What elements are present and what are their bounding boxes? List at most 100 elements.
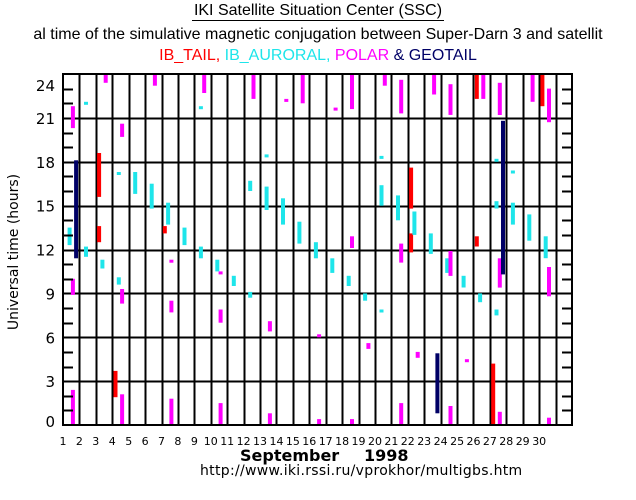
x-tick-label: 24 [434,435,448,448]
y-tick-label: 15 [36,198,55,216]
y-tick-label: 3 [45,373,55,391]
bar-ib-auroral [346,275,351,286]
x-tick-label: 26 [467,435,481,448]
bar-polar [218,309,223,323]
bar-ib-auroral [149,183,154,209]
chart-legend: IB_TAIL, IB_AURORAL, POLAR & GEOTAIL [0,47,636,65]
x-tick-label: 28 [499,435,513,448]
y-tick-label: 0 [45,413,55,431]
bar-ib-tail [474,74,479,99]
x-tick-label: 3 [92,435,99,448]
bar-ib-auroral [510,170,515,174]
bar-polar [267,321,272,332]
bar-ib-auroral [379,155,384,159]
bar-polar [169,259,174,263]
x-tick-label: 13 [253,435,267,448]
bar-polar [350,236,354,248]
x-tick-label: 1 [60,435,67,448]
bar-ib-auroral [133,172,138,194]
bar-ib-auroral [215,259,220,272]
bar-ib-auroral [494,201,499,209]
legend-item-3: & GEOTAIL [393,47,477,64]
bar-polar [218,403,223,425]
bar-polar [399,403,404,425]
plot-border [62,73,573,426]
bar-ib-auroral [543,236,548,259]
bar-ib-auroral [281,198,285,225]
bar-ib-tail [491,363,496,425]
grid-lines [63,74,572,425]
bar-ib-tail [162,226,167,234]
y-tick-label: 18 [36,154,55,172]
y-tick-label: 21 [36,110,55,128]
bar-ib-auroral [231,275,236,286]
bar-polar [530,74,535,102]
legend-item-1: IB_AURORAL, [224,47,335,64]
bar-ib-auroral [363,293,368,301]
bar-polar [399,79,404,114]
x-tick-label: 2 [76,435,83,448]
plot-frame [62,73,573,426]
bar-ib-tail [409,167,414,209]
x-tick-label: 25 [450,435,464,448]
bar-polar [317,334,322,338]
bar-ib-tail [97,226,102,243]
bar-polar [70,278,75,295]
bar-ib-auroral [116,172,121,175]
bar-ib-auroral [84,246,88,257]
x-tick-label: 22 [401,435,415,448]
bar-polar [448,406,453,425]
bar-ib-tail [540,74,545,107]
bar-ib-tail [113,370,118,398]
y-tick-label: 9 [45,285,55,303]
bar-ib-auroral [198,246,203,259]
y-axis-label: Universal time (hours) [6,173,22,331]
bar-polar [350,419,354,425]
y-tick-label: 12 [36,242,55,260]
bar-ib-auroral [379,309,384,313]
x-tick-label: 8 [174,435,181,448]
bar-geotail [74,160,79,259]
x-tick-label: 5 [125,435,132,448]
bar-ib-auroral [494,309,499,316]
x-axis: 1 2 3 4 5 6 7 8 9 10 11 12 13 14 15 16 17 18 19 20 21 22 23 24 2… [60,435,547,448]
bar-geotail [501,120,505,275]
bar-ib-auroral [412,211,417,235]
bar-ib-tail [409,233,414,253]
bar-polar [218,271,223,275]
bar-polar [399,243,404,263]
x-tick-label: 27 [483,435,497,448]
x-tick-label: 11 [220,435,234,448]
bar-polar [547,267,551,297]
bar-ib-auroral [116,277,121,285]
bar-polar [103,74,108,83]
bar-polar [448,251,453,276]
bar-ib-auroral [264,186,269,210]
page-title-text: IKI Satellite Situation Center (SSC) [191,2,445,21]
bar-polar [497,258,502,288]
bar-polar [317,419,322,425]
bar-ib-auroral [198,106,203,110]
bar-ib-auroral [527,214,532,241]
x-tick-label: 7 [158,435,165,448]
source-url: http://www.iki.rssi.ru/vprokhor/multigbs… [200,463,523,479]
bar-polar [169,398,174,425]
bar-polar [464,359,469,363]
bar-polar [152,74,157,86]
bar-polar [300,74,305,104]
x-tick-label: 15 [286,435,300,448]
bar-polar [70,389,75,425]
bar-geotail [435,353,440,414]
x-tick-label: 17 [319,435,333,448]
bar-polar [481,74,486,99]
bar-ib-auroral [379,185,384,206]
bar-ib-tail [474,236,479,247]
bar-polar [350,74,354,110]
bar-polar [448,84,453,115]
y-tick-label: 24 [36,77,55,95]
bar-polar [547,88,551,123]
bar-ib-auroral [510,202,515,225]
bar-ib-auroral [478,293,483,303]
x-tick-label: 16 [302,435,316,448]
